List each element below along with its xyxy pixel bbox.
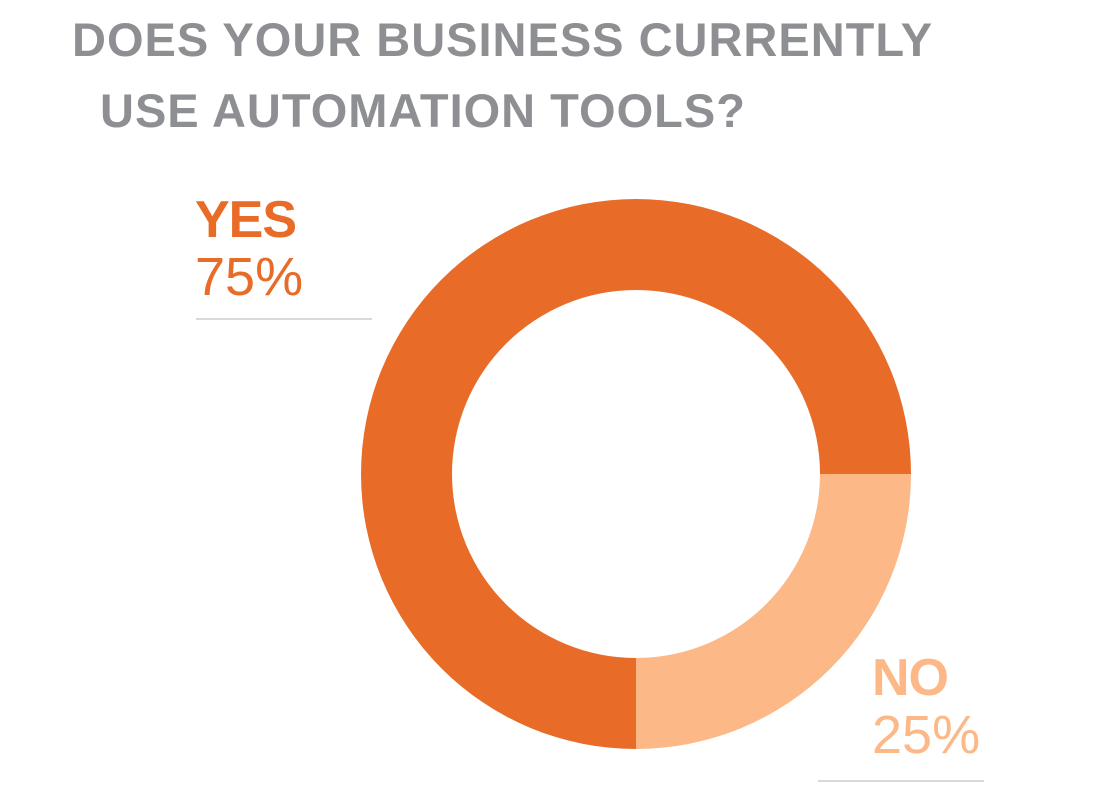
donut-slice-no bbox=[636, 474, 911, 749]
yes-label-rule bbox=[196, 318, 372, 320]
chart-title-line-2: USE AUTOMATION TOOLS? bbox=[100, 84, 746, 137]
no-category-label: NO bbox=[872, 649, 949, 707]
donut-slice-yes bbox=[361, 199, 911, 749]
yes-value-label: 75% bbox=[195, 247, 304, 307]
no-value-label: 25% bbox=[872, 705, 981, 765]
no-label-rule bbox=[818, 780, 984, 782]
yes-category-label: YES bbox=[195, 191, 297, 249]
chart-title-line-1: DOES YOUR BUSINESS CURRENTLY bbox=[72, 13, 934, 66]
